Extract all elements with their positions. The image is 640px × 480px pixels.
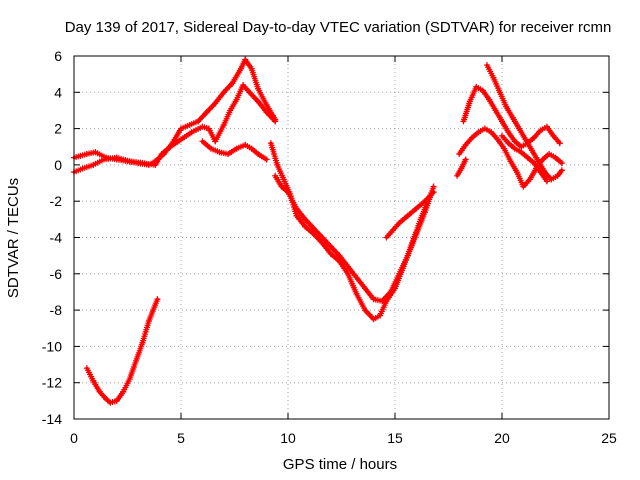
series-track-j [484, 62, 565, 183]
x-tick-label: 25 [601, 430, 617, 446]
data-point [558, 160, 565, 167]
data-point [154, 296, 161, 303]
y-tick-label: -2 [50, 193, 63, 209]
series-track-g [83, 296, 161, 406]
series-track-l [499, 132, 550, 185]
data-point [462, 156, 469, 163]
data-point [263, 156, 270, 163]
grid-lines [74, 56, 609, 419]
series-track-a [71, 56, 279, 168]
x-axis-title: GPS time / hours [283, 456, 397, 473]
series-track-d [267, 140, 433, 323]
series-track-k [454, 156, 469, 179]
data-point [430, 189, 437, 196]
x-tick-label: 15 [387, 430, 403, 446]
data-point [543, 178, 550, 185]
y-axis-title: SDTVAR / TECUs [5, 178, 22, 298]
data-point [558, 167, 565, 174]
series-trace [461, 85, 562, 149]
series-track-b [71, 82, 279, 176]
series-track-e [272, 172, 437, 305]
y-tick-label: 6 [54, 48, 62, 64]
data-point [272, 118, 279, 125]
y-tick-label: 2 [54, 121, 62, 137]
x-tick-label: 20 [494, 430, 510, 446]
x-tick-label: 10 [280, 430, 296, 446]
data-point [556, 140, 563, 147]
x-tick-label: 5 [177, 430, 185, 446]
y-tick-label: -10 [42, 338, 62, 354]
y-tick-label: -14 [42, 411, 62, 427]
series-trace [269, 141, 431, 321]
axis-ticks: 0 5 10 15 20 25 -14 -12 -10 -8 -6 -4 -2 0 2 4 6 [42, 48, 617, 446]
y-tick-label: 0 [54, 157, 62, 173]
series-track-f [383, 189, 437, 241]
series-track-c [199, 138, 270, 163]
x-tick-label: 0 [70, 430, 78, 446]
series-trace [72, 58, 277, 167]
y-tick-label: -8 [50, 302, 63, 318]
y-tick-label: -4 [50, 230, 63, 246]
data-point [430, 183, 437, 190]
chart-title: Day 139 of 2017, Sidereal Day-to-day VTE… [65, 19, 612, 36]
y-tick-label: 4 [54, 84, 62, 100]
y-tick-label: -12 [42, 375, 62, 391]
data-series [71, 56, 565, 406]
y-tick-label: -6 [50, 266, 63, 282]
